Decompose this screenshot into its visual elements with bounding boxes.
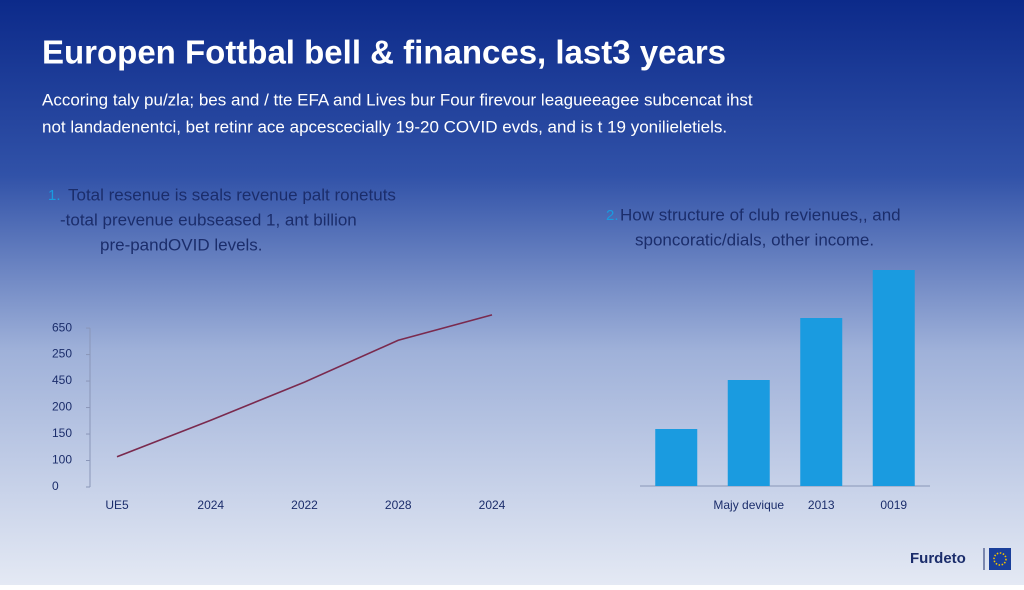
- x-tick-label: 2024: [197, 498, 224, 512]
- y-tick-label: 200: [52, 400, 72, 414]
- logo-stars: [993, 552, 1007, 566]
- y-tick-label: 150: [52, 426, 72, 440]
- x-tick-label: Majy devique: [713, 498, 784, 512]
- bar: [872, 270, 915, 486]
- title: Europen Fottbal bell & finances, last3 y…: [42, 34, 726, 71]
- bar: [727, 380, 770, 486]
- y-tick-label: 250: [52, 347, 72, 361]
- chart-title: sponcoratic/dials, other income.: [635, 230, 874, 249]
- bar: [800, 318, 843, 486]
- x-tick-label: 2028: [385, 498, 412, 512]
- x-tick-label: 0019: [880, 498, 907, 512]
- brand: Furdeto: [910, 550, 966, 567]
- logo: [989, 548, 1011, 570]
- chart-title: pre-pandOVID levels.: [100, 235, 263, 254]
- subtitle: Accoring taly pu/zla; bes and / tte EFA …: [42, 90, 753, 109]
- chart-title: -total prevenue eubseased 1, ant billion: [60, 210, 357, 229]
- y-tick-label: 450: [52, 373, 72, 387]
- subtitle: not landadenentci, bet retinr ace apcesc…: [42, 117, 727, 136]
- chart-number: 2.: [606, 207, 619, 224]
- x-tick-label: 2022: [291, 498, 318, 512]
- x-tick-label: UE5: [105, 498, 129, 512]
- y-tick-label: 100: [52, 453, 72, 467]
- x-tick-label: 2024: [479, 498, 506, 512]
- chart-number: 1.: [48, 187, 61, 204]
- y-tick-label: 0: [52, 479, 59, 493]
- line: [116, 314, 493, 458]
- x-tick-label: 2013: [808, 498, 835, 512]
- chart-title: How structure of club revienues,, and: [620, 205, 901, 224]
- chart-title: Total resenue is seals revenue palt rone…: [68, 185, 396, 204]
- y-tick-label: 650: [52, 320, 72, 334]
- bar: [655, 429, 698, 486]
